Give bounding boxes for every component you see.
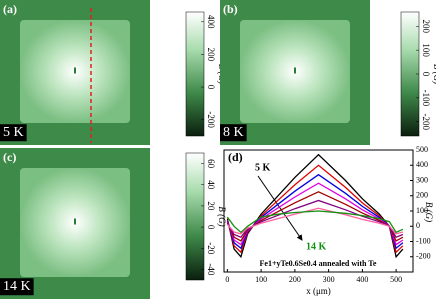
hole [294,67,296,74]
colorbar-tick-label: 100 [421,43,431,57]
colorbar-tick-label: -200 [206,111,216,128]
temperature-label: 5 K [3,125,24,140]
colorbar-label: B (G) [432,64,436,84]
x-tick-label: 200 [289,275,301,284]
y-tick-label: 100 [416,206,428,215]
y-tick-label: 500 [416,145,428,154]
y-tick-label: 300 [416,175,428,184]
x-tick-label: 300 [323,275,335,284]
colorbar-tick-label: -40 [206,263,216,275]
arrow [257,175,303,241]
colorbar-tick-label: 20 [206,201,216,211]
y-axis-label: B (G) [424,202,434,222]
colorbar-tick-label: 200 [421,20,431,34]
label-bg [220,124,247,142]
annotation: Fe1+yTe0.6Se0.4 annealed with Te [260,259,377,268]
temperature-label: 8 K [223,125,244,140]
y-tick-label: 200 [416,191,428,200]
y-tick-label: -200 [416,252,431,261]
series-label: 14 K [306,241,327,252]
x-tick-label: 100 [255,275,267,284]
colorbar-tick-label: 0 [206,85,216,90]
colorbar-tick-label: 40 [206,180,216,190]
colorbar-tick-label: -100 [421,90,431,107]
x-axis-label: x (μm) [306,286,331,296]
series-line [226,210,404,234]
y-tick-label: 400 [416,160,428,169]
label-bg [0,278,34,296]
colorbar-tick-label: 200 [206,48,216,62]
colorbar [185,152,205,281]
panel-label: (d) [228,150,243,164]
label-bg [0,124,27,142]
hole [74,67,76,74]
colorbar-tick-label: 0 [421,72,431,77]
colorbar-tick-label: -200 [421,113,431,130]
series-label: 5 K [255,162,271,173]
panel-label: (c) [3,150,16,164]
colorbar-tick-label: 0 [206,225,216,230]
colorbar-label: B (G) [217,206,227,226]
colorbar [185,11,205,137]
x-tick-label: 400 [356,275,368,284]
panel-label: (a) [3,2,17,16]
y-tick-label: -100 [416,236,431,245]
colorbar-tick-label: 400 [206,15,216,29]
hole [74,218,76,225]
x-tick-label: 500 [390,275,402,284]
colorbar-tick-label: 60 [206,159,216,169]
colorbar-tick-label: -20 [206,242,216,254]
y-tick-label: 0 [416,221,420,230]
panel-label: (b) [223,2,238,16]
x-tick-label: 0 [225,275,229,284]
temperature-label: 14 K [3,279,31,294]
